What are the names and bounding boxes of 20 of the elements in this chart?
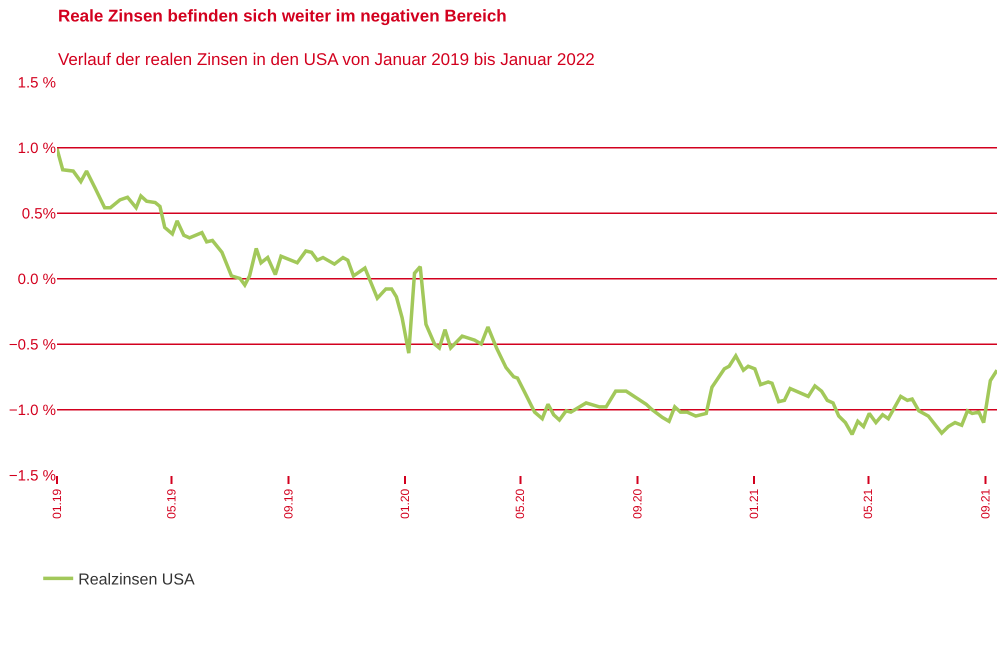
y-tick-label: 1.5 % [18, 74, 56, 92]
x-tick-label: 05.21 [861, 488, 876, 519]
x-tick-label: 09.19 [282, 488, 296, 519]
chart-subtitle: Verlauf der realen Zinsen in den USA von Januar 2019 bis Januar 2022 [58, 50, 595, 69]
y-tick-label: 0.5% [22, 205, 56, 222]
legend-label: Realzinsen USA [78, 572, 196, 589]
y-tick-label: −1.5 % [8, 467, 56, 484]
x-tick-label: 09.20 [630, 488, 644, 519]
y-tick-label: −0.5 % [8, 336, 56, 354]
x-tick-label: 01.20 [398, 488, 412, 519]
line-series [57, 147, 997, 436]
x-tick-label: 01.19 [50, 488, 64, 519]
x-tick-label: 09.21 [978, 488, 992, 519]
y-tick-label: 0.0 % [18, 270, 56, 288]
x-tick-label: 01.21 [746, 488, 761, 519]
x-tick-label: 05.20 [513, 488, 528, 519]
chart-title: Reale Zinsen befinden sich weiter im negativen Bereich [58, 6, 507, 26]
y-tick-label: −1.0 % [8, 402, 56, 419]
y-tick-label: 1.0 % [18, 140, 56, 157]
x-tick-label: 05.19 [164, 488, 178, 519]
